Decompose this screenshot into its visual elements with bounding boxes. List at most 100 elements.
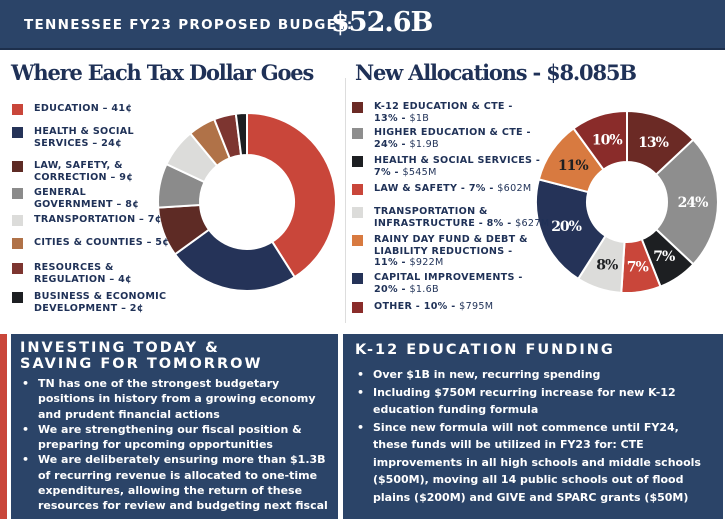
header-banner: TENNESSEE FY23 PROPOSED BUDGET: $52.6B [0,0,725,50]
legend-swatch [352,207,363,218]
legend-label: BUSINESS & ECONOMIC [34,291,167,302]
accent-strip [0,334,7,519]
legend-label: GOVERNMENT – 8¢ [34,198,140,210]
legend-label: LAW, SAFETY, & [34,160,123,171]
legend-swatch [352,302,363,313]
legend-swatch [12,215,23,226]
legend-item: K-12 EDUCATION & CTE -13% - $1B [352,101,513,124]
legend-label: LAW & SAFETY - 7% - [374,183,498,194]
legend-label: GENERAL [34,187,87,198]
legend-label: SERVICES – 24¢ [34,137,123,149]
legend-label: OTHER - 10% - [374,301,460,312]
investing-bullet: We are strengthening our fiscal position… [20,422,328,453]
legend-swatch [352,273,363,284]
divider [345,78,346,323]
data-label: 11% [558,158,588,174]
k12-bullet: Including $750M recurring increase for n… [355,384,711,419]
legend-label: HEALTH & SOCIAL [34,126,134,137]
legend-label: 20% - [374,283,410,295]
legend-swatch [12,188,23,199]
donut-slice [654,138,719,266]
legend-label: TRANSPORTATION & [374,206,488,217]
legend-item: TRANSPORTATION – 7¢ [12,214,162,226]
donut-charts: 13% 24% 7%7% 8% 20% 11%10% [157,109,719,294]
legend-amount: $602M [497,183,532,194]
k12-panel: K-12 EDUCATION FUNDING Over $1B in new, … [343,334,723,519]
legend-item: BUSINESS & ECONOMIC DEVELOPMENT – 2¢ [12,291,167,314]
legend-amount: $922M [409,257,444,268]
investing-bullet: TN has one of the strongest budgetary po… [20,376,328,422]
legend-swatch [12,238,23,249]
donut-slice [173,228,297,292]
legend-label: REGULATION – 4¢ [34,273,133,285]
legend-label: 13% - [374,112,410,124]
legend-item: CAPITAL IMPROVEMENTS -20% - $1.6B [352,272,523,295]
legend-amount: $545M [402,166,437,178]
legend-label: 7% - [374,166,403,178]
donut-slice [572,109,628,172]
legend-item: TRANSPORTATION & INFRASTRUCTURE - 8% - $6… [352,206,550,229]
data-label: 8% [596,257,618,273]
legend-label: K-12 EDUCATION & CTE - [374,101,513,112]
legend-amount: $627M [515,217,550,229]
legend-label: LIABILITY REDUCTIONS - [374,245,513,257]
legend-swatch [352,128,363,139]
legend-label: 24% - [374,138,410,150]
legend-item: LAW & SAFETY - 7% - $602M [352,183,532,195]
legend-swatch [352,184,363,195]
legend-label: RESOURCES & [34,262,114,273]
legend-swatch [352,156,363,167]
legend-swatch [12,161,23,172]
k12-bullet: Over $1B in new, recurring spending [355,366,711,384]
investing-title-1: INVESTING TODAY & [20,340,220,356]
k12-bullet: Since new formula will not commence unti… [355,419,711,507]
legend-swatch [352,235,363,246]
data-label: 10% [592,133,622,149]
legend-swatch [12,104,23,115]
k12-title: K-12 EDUCATION FUNDING [355,342,615,358]
legend-label: DEVELOPMENT – 2¢ [34,302,144,314]
investing-bullet: We are deliberately ensuring more than $… [20,452,328,528]
legend-item: HIGHER EDUCATION & CTE -24% - $1.9B [352,127,531,150]
legend-item: GENERAL GOVERNMENT – 8¢ [12,187,140,210]
legend-item: OTHER - 10% - $795M [352,301,494,313]
right-chart-title: New Allocations - $8.085B [355,60,637,85]
legend-label: HIGHER EDUCATION & CTE - [374,127,531,138]
left-chart-title: Where Each Tax Dollar Goes [11,60,314,85]
donut-slice [535,178,607,281]
legend-label: CORRECTION – 9¢ [34,171,134,183]
investing-panel: INVESTING TODAY &SAVING FOR TOMORROW TN … [11,334,338,528]
header-label: TENNESSEE FY23 PROPOSED BUDGET: [24,17,354,33]
legend-label: INFRASTRUCTURE - 8% - [374,217,516,229]
legend-label: CAPITAL IMPROVEMENTS - [374,272,523,283]
legend-label: RAINY DAY FUND & DEBT & [374,234,528,245]
header-amount: $52.6B [331,7,433,38]
data-label: 13% [638,135,668,151]
legend-amount: $1.9B [409,138,439,150]
legend-amount: $1B [409,112,430,124]
data-label: 24% [678,195,708,211]
donut-slice [246,111,337,279]
legend-swatch [352,102,363,113]
legend-swatch [12,292,23,303]
legend-item: HEALTH & SOCIAL SERVICES -7% - $545M [352,155,541,178]
legend-item: RAINY DAY FUND & DEBT & LIABILITY REDUCTI… [352,234,528,269]
legend-amount: $1.6B [409,283,439,295]
legend-item: LAW, SAFETY, & CORRECTION – 9¢ [12,160,134,183]
legend-swatch [12,263,23,274]
data-label: 20% [551,219,581,235]
legend-label: EDUCATION – 41¢ [34,103,133,114]
data-label: 7% [653,249,675,265]
investing-title-2: SAVING FOR TOMORROW [20,356,263,372]
data-label: 7% [627,260,649,276]
legend-item: RESOURCES & REGULATION – 4¢ [12,262,133,285]
legend-item: EDUCATION – 41¢ [12,103,133,115]
legend-label: 11% - [374,257,410,268]
legend-label: TRANSPORTATION – 7¢ [34,214,162,225]
legend-swatch [12,127,23,138]
legend-label: HEALTH & SOCIAL SERVICES - [374,155,541,166]
legend-item: HEALTH & SOCIAL SERVICES – 24¢ [12,126,134,149]
donut-slice [234,111,248,157]
legend-label: CITIES & COUNTIES – 5¢ [34,237,170,248]
legend-amount: $795M [459,301,494,312]
